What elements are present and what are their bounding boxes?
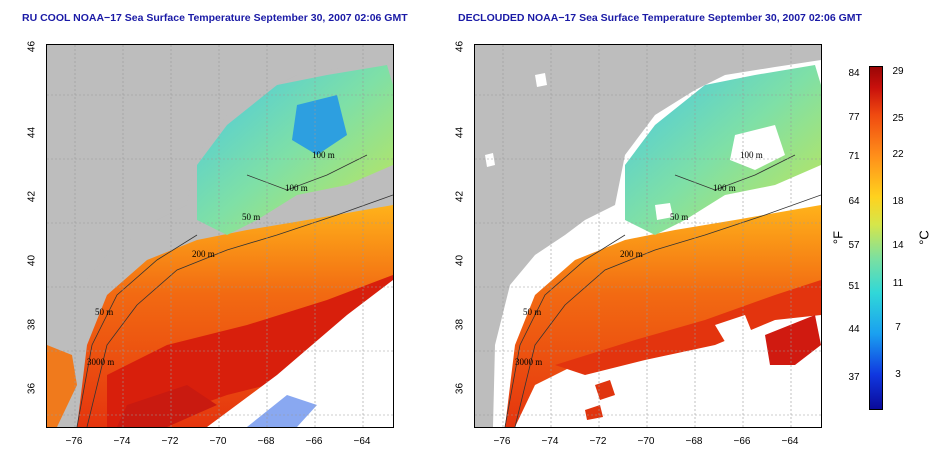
lat-tick: 42 — [454, 190, 466, 203]
lon-tick: −72 — [589, 436, 607, 447]
lat-tick: 38 — [454, 318, 466, 331]
land-coast — [47, 45, 393, 427]
lon-tick: −64 — [781, 436, 799, 447]
lon-tick: −70 — [209, 436, 227, 447]
celsius-tick: 22 — [892, 149, 904, 160]
contour-label: 100 m — [285, 183, 308, 193]
contour-label: 100 m — [312, 150, 335, 160]
lon-tick: −70 — [637, 436, 655, 447]
lat-tick: 42 — [26, 190, 38, 203]
celsius-tick: 25 — [892, 113, 904, 124]
celsius-tick: 3 — [895, 369, 901, 380]
fahrenheit-tick: 37 — [848, 372, 860, 383]
lat-tick: 36 — [26, 382, 38, 395]
lat-tick: 44 — [26, 126, 38, 139]
contour-label: 200 m — [192, 249, 215, 259]
contour-50m — [76, 234, 198, 427]
fahrenheit-tick: 64 — [848, 196, 860, 207]
celsius-tick: 14 — [892, 240, 904, 251]
contour-label: 50 m — [670, 212, 688, 222]
gulf-of-maine — [197, 65, 393, 235]
contour-label: 100 m — [713, 183, 736, 193]
lon-tick: −76 — [65, 436, 83, 447]
contour-label: 200 m — [620, 249, 643, 259]
contour-label: 100 m — [740, 150, 763, 160]
lon-tick: −68 — [257, 436, 275, 447]
contour-label: 3000 m — [515, 357, 542, 367]
lat-tick: 46 — [26, 40, 38, 53]
lat-tick: 46 — [454, 40, 466, 53]
fahrenheit-tick: 51 — [848, 281, 860, 292]
lon-tick: −66 — [733, 436, 751, 447]
fahrenheit-unit: °F — [830, 230, 846, 245]
contour-label: 50 m — [523, 307, 541, 317]
right-sst-map: 100 m 100 m 50 m 200 m 50 m 3000 m — [474, 44, 822, 428]
celsius-unit: °C — [916, 230, 932, 245]
fahrenheit-tick: 44 — [848, 324, 860, 335]
cloud-region — [207, 280, 393, 427]
lat-tick: 38 — [26, 318, 38, 331]
lon-tick: −66 — [305, 436, 323, 447]
lat-tick: 36 — [454, 382, 466, 395]
contour-200m — [86, 194, 393, 427]
lon-tick: −72 — [161, 436, 179, 447]
fahrenheit-tick: 57 — [848, 240, 860, 251]
lon-tick: −68 — [685, 436, 703, 447]
lon-tick: −76 — [493, 436, 511, 447]
contour-label: 3000 m — [87, 357, 114, 367]
left-sst-map: 100 m 100 m 50 m 200 m 50 m 3000 m — [46, 44, 394, 428]
fahrenheit-tick: 71 — [848, 151, 860, 162]
lat-tick: 40 — [454, 254, 466, 267]
lat-tick: 40 — [26, 254, 38, 267]
temperature-colorbar — [869, 66, 883, 410]
contour-label: 50 m — [95, 307, 113, 317]
contour-label: 50 m — [242, 212, 260, 222]
celsius-tick: 11 — [892, 278, 904, 289]
fahrenheit-tick: 84 — [848, 68, 860, 79]
lon-tick: −74 — [113, 436, 131, 447]
lon-tick: −64 — [353, 436, 371, 447]
left-map-title: RU COOL NOAA−17 Sea Surface Temperature … — [22, 12, 408, 24]
lat-tick: 44 — [454, 126, 466, 139]
fahrenheit-tick: 77 — [848, 112, 860, 123]
celsius-tick: 7 — [895, 322, 901, 333]
celsius-tick: 18 — [892, 196, 904, 207]
celsius-tick: 29 — [892, 66, 904, 77]
lon-tick: −74 — [541, 436, 559, 447]
right-map-title: DECLOUDED NOAA−17 Sea Surface Temperatur… — [458, 12, 862, 24]
